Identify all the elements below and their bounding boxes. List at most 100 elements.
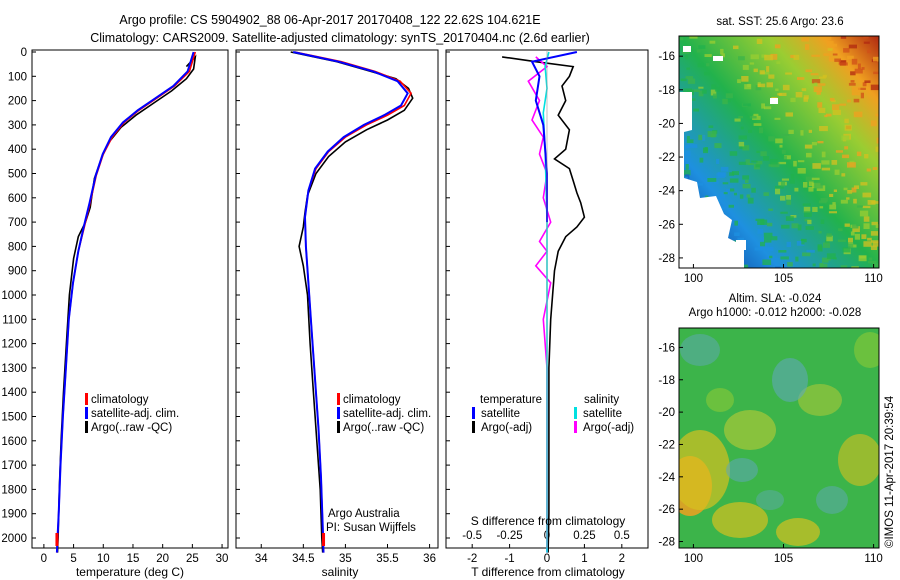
- sst-pixel: [797, 224, 802, 231]
- sst-pixel: [867, 260, 877, 264]
- y-tick-label: 700: [8, 217, 27, 229]
- x-tick-label: 2: [619, 553, 625, 565]
- sst-pixel: [837, 239, 846, 242]
- y-tick-label: 1800: [1, 484, 27, 496]
- sst-pixel: [819, 76, 826, 79]
- cloud-patch: [770, 98, 778, 104]
- sst-pixel: [873, 56, 879, 62]
- sst-pixel: [768, 136, 775, 142]
- sst-pixel: [803, 188, 813, 191]
- cloud-mask: [683, 46, 778, 268]
- sst-pixel: [829, 193, 834, 197]
- x-tick-label: 110: [864, 553, 882, 565]
- sst-pixel: [757, 83, 766, 88]
- sst-pixel: [780, 211, 788, 214]
- sst-pixel: [790, 97, 796, 103]
- sst-pixel: [734, 232, 740, 236]
- y-tick-label: 1300: [1, 363, 27, 375]
- sst-pixel: [805, 176, 815, 182]
- sst-pixel: [859, 210, 869, 217]
- sst-pixel: [689, 36, 698, 39]
- sst-pixel: [685, 55, 689, 60]
- sst-pixel: [741, 76, 749, 82]
- sst-pixel: [821, 151, 826, 158]
- sst-pixel: [698, 134, 706, 141]
- sst-pixel: [844, 146, 849, 150]
- y-tick-label: 1000: [1, 290, 27, 302]
- sst-pixel: [722, 182, 729, 185]
- sst-pixel: [812, 163, 821, 169]
- sst-pixel: [848, 237, 853, 243]
- salinity-profile-panel: 34 34.5 35 35.5 36 salinity climatology sate…: [235, 49, 439, 579]
- sst-pixel: [748, 129, 753, 133]
- sst-pixel: [841, 173, 846, 177]
- sst-pixel: [820, 219, 825, 224]
- sst-pixel: [788, 129, 794, 134]
- sst-pixel: [709, 40, 716, 44]
- temperature-axes-box: [31, 49, 229, 549]
- sst-pixel: [791, 223, 799, 229]
- sst-pixel: [834, 169, 840, 175]
- sst-pixel: [685, 164, 689, 170]
- sst-pixel: [817, 83, 826, 86]
- x-tick-label: 35.5: [376, 553, 398, 565]
- sst-pixel: [861, 234, 867, 239]
- sst-pixel: [823, 36, 832, 41]
- sst-pixel: [761, 54, 767, 58]
- s-tick-label: -0.25: [496, 530, 522, 542]
- sst-pixel: [768, 208, 773, 211]
- sst-pixel: [698, 90, 704, 97]
- sst-pixel: [832, 43, 837, 47]
- sst-pixel: [864, 80, 871, 83]
- sst-pixel: [801, 239, 805, 245]
- series-satellite-adj-clim-: [55, 51, 195, 553]
- sst-pixel: [817, 102, 823, 108]
- y-tick-label: -24: [658, 186, 675, 198]
- sst-pixel: [872, 167, 878, 170]
- sst-pixel: [697, 183, 703, 186]
- legend-t-satellite-swatch: [472, 407, 475, 419]
- legend-s-satellite-label: satellite: [583, 408, 622, 420]
- sst-pixel: [682, 50, 690, 54]
- legend-t-satellite-label: satellite: [481, 408, 520, 420]
- sst-pixel: [704, 54, 712, 57]
- sst-pixel: [854, 68, 863, 74]
- sst-pixel: [756, 150, 760, 153]
- sst-pixel: [742, 145, 750, 151]
- sst-pixel: [844, 124, 852, 131]
- sst-pixel: [829, 204, 837, 210]
- x-tick-label: 25: [186, 553, 199, 565]
- sst-pixel: [785, 112, 793, 117]
- difference-profile-panel: -2 -1 0 1 2 -0.5 -0.25 0 0.25 0.5 S difference f…: [445, 49, 649, 579]
- y-tick-label: -20: [658, 118, 675, 130]
- legend-t-argo-label: Argo(-adj): [481, 422, 532, 434]
- sst-pixel: [702, 134, 706, 141]
- sst-pixel: [748, 163, 754, 166]
- sst-axes-box: [678, 35, 880, 269]
- series-climatology: [294, 51, 413, 553]
- sst-pixel: [710, 89, 717, 96]
- sst-pixel: [759, 70, 765, 75]
- sst-pixel: [801, 88, 807, 92]
- sst-pixel: [808, 129, 812, 133]
- sst-pixel: [803, 182, 808, 188]
- sst-pixel: [802, 203, 811, 206]
- sst-pixel: [782, 84, 790, 91]
- legend-climatology-label: climatology: [343, 394, 401, 406]
- salinity-legend: climatology satellite-adj. clim. Argo(..…: [337, 393, 431, 434]
- copyright-label: ©IMOS 11-Apr-2017 20:39:54: [884, 395, 896, 548]
- sst-pixel: [750, 54, 759, 60]
- sst-pixel: [745, 179, 749, 183]
- sst-pixel: [685, 76, 694, 80]
- sst-pixel: [847, 190, 853, 194]
- sst-pixel: [803, 97, 808, 102]
- sst-pixel: [872, 241, 879, 247]
- sst-pixel: [796, 241, 805, 246]
- sst-pixel: [774, 185, 784, 189]
- sst-pixel: [795, 92, 803, 98]
- sst-pixel: [720, 48, 724, 55]
- sst-pixel: [781, 181, 785, 187]
- sst-pixel: [686, 135, 690, 140]
- sst-pixel: [787, 262, 793, 267]
